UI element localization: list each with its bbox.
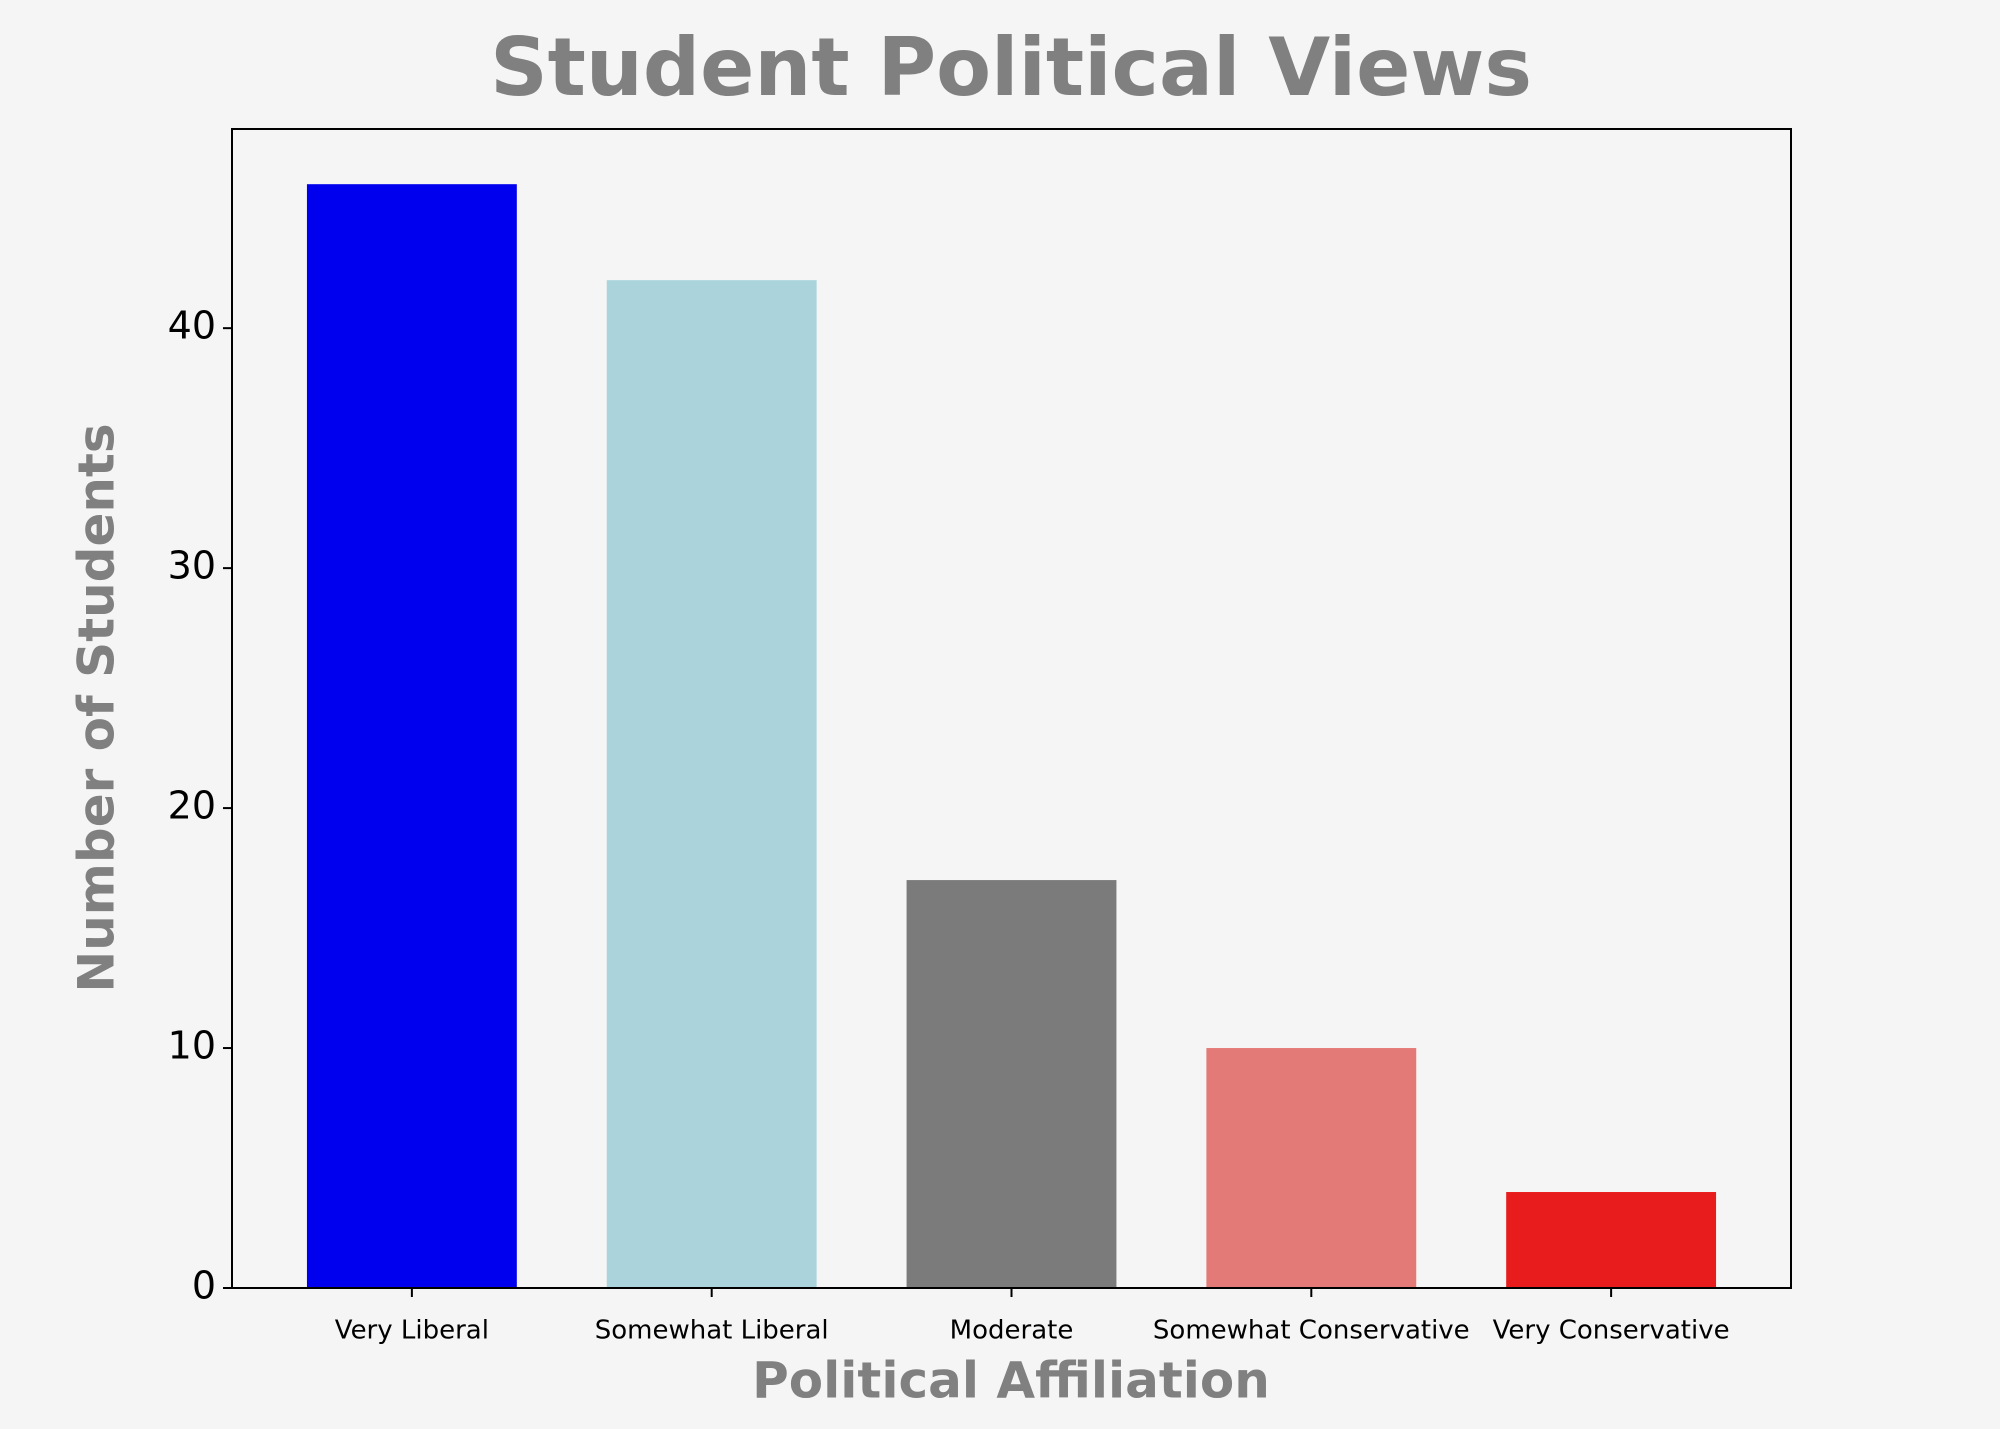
y-tick-label: 0	[192, 1264, 216, 1308]
bar	[306, 184, 517, 1289]
chart-title: Student Political Views	[490, 21, 1532, 114]
x-tick-label: Moderate	[950, 1316, 1074, 1346]
y-axis-label: Number of Students	[68, 423, 126, 992]
y-tick-label: 20	[168, 784, 216, 828]
x-tick-label: Very Conservative	[1493, 1316, 1730, 1346]
bar	[1206, 1048, 1417, 1288]
y-tick-label: 30	[168, 544, 216, 588]
bar	[606, 280, 817, 1288]
y-tick-label: 40	[168, 304, 216, 348]
plot-frame	[231, 128, 1792, 1289]
x-tick-label: Somewhat Conservative	[1153, 1316, 1470, 1346]
bar	[906, 880, 1117, 1288]
x-tick-label: Somewhat Liberal	[595, 1316, 829, 1346]
x-axis-label: Political Affiliation	[752, 1352, 1270, 1410]
x-tick-label: Very Liberal	[335, 1316, 489, 1346]
y-tick-label: 10	[168, 1024, 216, 1068]
bar	[1506, 1192, 1717, 1288]
